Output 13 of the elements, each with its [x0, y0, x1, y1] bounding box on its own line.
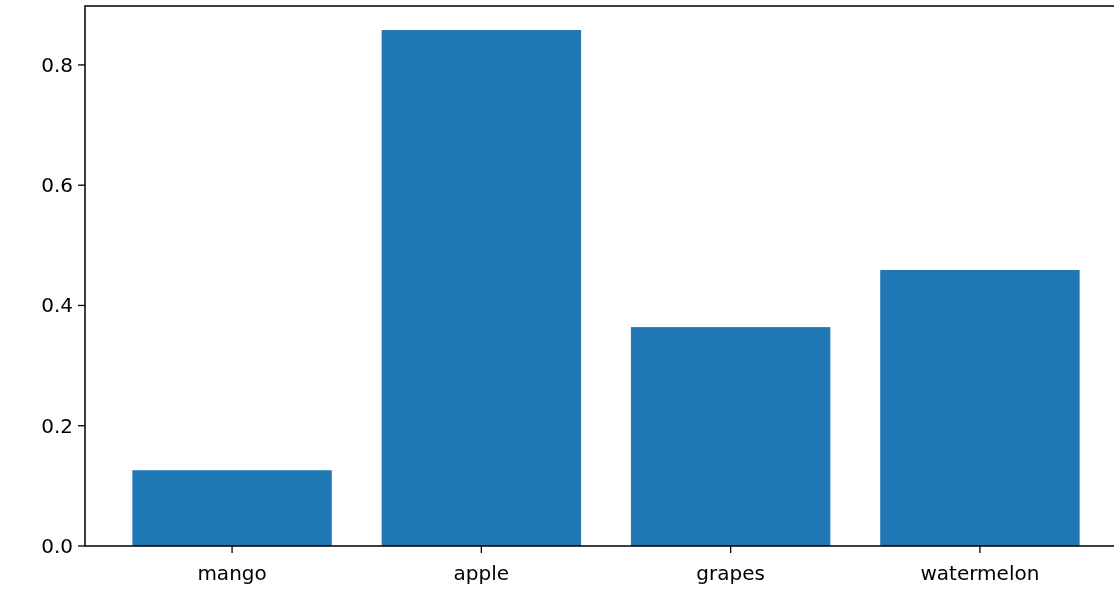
bar	[880, 269, 1080, 546]
bar	[381, 30, 582, 546]
y-tick-label: 0.2	[41, 413, 73, 438]
x-tick-label: watermelon	[920, 561, 1040, 585]
y-tick-label: 0.4	[41, 293, 73, 318]
x-tick-label: mango	[197, 561, 267, 585]
x-tick-label: apple	[453, 561, 510, 585]
x-tick-label: grapes	[696, 561, 765, 585]
y-tick-label: 0.6	[41, 173, 73, 198]
bar	[132, 470, 332, 546]
y-tick-label: 0.8	[41, 52, 73, 77]
bar	[630, 327, 831, 546]
y-tick-label: 0.0	[41, 534, 73, 558]
